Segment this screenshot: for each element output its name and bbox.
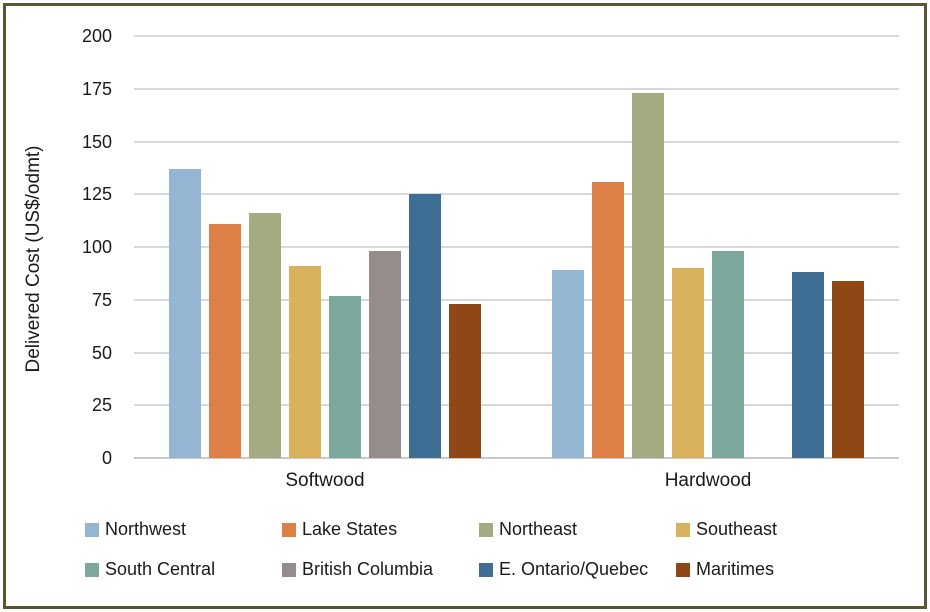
bar-group-hardwood <box>517 36 900 458</box>
x-axis-line <box>134 457 899 459</box>
bar-slot <box>409 36 442 458</box>
bar-softwood-lake-states <box>209 223 242 458</box>
gridline-y-125 <box>134 193 899 196</box>
legend-item-lake-states: Lake States <box>282 519 479 540</box>
y-tick-label-25: 25 <box>91 395 112 416</box>
legend-swatch-icon <box>282 522 296 537</box>
bar-softwood-british-columbia <box>369 251 402 458</box>
bar-softwood-south-central <box>329 295 362 458</box>
bar-slot <box>449 36 482 458</box>
bar-slot <box>249 36 282 458</box>
legend-label: Lake States <box>302 519 398 539</box>
y-tick-label-0: 0 <box>101 448 112 468</box>
legend-label: Northwest <box>105 519 187 539</box>
legend-swatch-icon <box>676 522 690 537</box>
bar-softwood-northwest <box>169 168 202 458</box>
bar-hardwood-south-central <box>711 251 744 458</box>
legend-label: South Central <box>105 559 216 579</box>
legend-label: E. Ontario/Quebec <box>499 559 649 579</box>
legend-label: Northeast <box>499 519 578 539</box>
legend-item-e-ontario-quebec: E. Ontario/Quebec <box>479 559 676 580</box>
bar-hardwood-northeast <box>631 92 664 458</box>
legend-item-southeast: Southeast <box>676 519 905 540</box>
gridline-y-75 <box>134 298 899 301</box>
bar-slot <box>711 36 744 458</box>
bar-softwood-maritimes <box>449 303 482 458</box>
legend-swatch-icon <box>479 562 493 577</box>
bar-slot <box>169 36 202 458</box>
y-tick-label-150: 150 <box>81 131 112 152</box>
bar-slot <box>671 36 704 458</box>
legend-swatch-icon <box>85 562 99 577</box>
bar-hardwood-e-ontario-quebec <box>791 272 824 458</box>
gridline-y-175 <box>134 87 899 90</box>
bar-slot <box>369 36 402 458</box>
gridline-y-25 <box>134 404 899 407</box>
gridline-y-100 <box>134 246 899 248</box>
legend-label: British Columbia <box>302 559 434 579</box>
chart-frame: Delivered Cost (US$/odmt) 0 25 50 75 100 125 1… <box>3 3 927 609</box>
gridline-y-150 <box>134 140 899 143</box>
legend-item-northeast: Northeast <box>479 519 676 540</box>
bar-hardwood-northwest <box>551 270 584 458</box>
legend-label: Maritimes <box>696 559 775 579</box>
bar-softwood-southeast <box>289 266 322 458</box>
bar-softwood-northeast <box>249 213 282 458</box>
bar-slot <box>631 36 664 458</box>
bar-slot <box>752 36 784 458</box>
bar-hardwood-southeast <box>671 268 704 458</box>
legend-label: Southeast <box>696 519 778 539</box>
gridline-y-200 <box>134 35 899 37</box>
bar-slot <box>551 36 584 458</box>
legend-swatch-icon <box>676 562 690 577</box>
y-tick-label-100: 100 <box>81 237 112 257</box>
y-tick-label-75: 75 <box>91 289 112 310</box>
legend-item-maritimes: Maritimes <box>676 559 905 580</box>
legend-swatch-icon <box>85 522 99 537</box>
y-tick-label-175: 175 <box>81 78 112 99</box>
legend-item-british-columbia: British Columbia <box>282 559 479 580</box>
legend-swatch-icon <box>479 522 493 537</box>
bar-slot <box>209 36 242 458</box>
bar-slot <box>591 36 624 458</box>
category-label-softwood: Softwood <box>285 470 365 491</box>
bar-softwood-e-ontario-quebec <box>409 194 442 458</box>
legend-item-south-central: South Central <box>85 559 282 580</box>
category-label-hardwood: Hardwood <box>664 470 752 491</box>
y-tick-label-125: 125 <box>81 184 112 205</box>
y-tick-label-50: 50 <box>91 342 112 363</box>
bar-slot <box>329 36 362 458</box>
legend-item-northwest: Northwest <box>85 519 282 540</box>
plot-area <box>134 35 900 459</box>
bar-slot <box>791 36 824 458</box>
bar-group-softwood <box>134 36 517 458</box>
y-tick-label-200: 200 <box>81 26 112 46</box>
gridline-y-50 <box>134 351 899 354</box>
bar-slot <box>831 36 864 458</box>
legend: Northwest Lake States Northeast Southeast So… <box>85 519 905 580</box>
bar-slot <box>289 36 322 458</box>
bar-hardwood-lake-states <box>591 181 624 458</box>
bar-hardwood-maritimes <box>831 280 864 458</box>
legend-swatch-icon <box>282 562 296 577</box>
